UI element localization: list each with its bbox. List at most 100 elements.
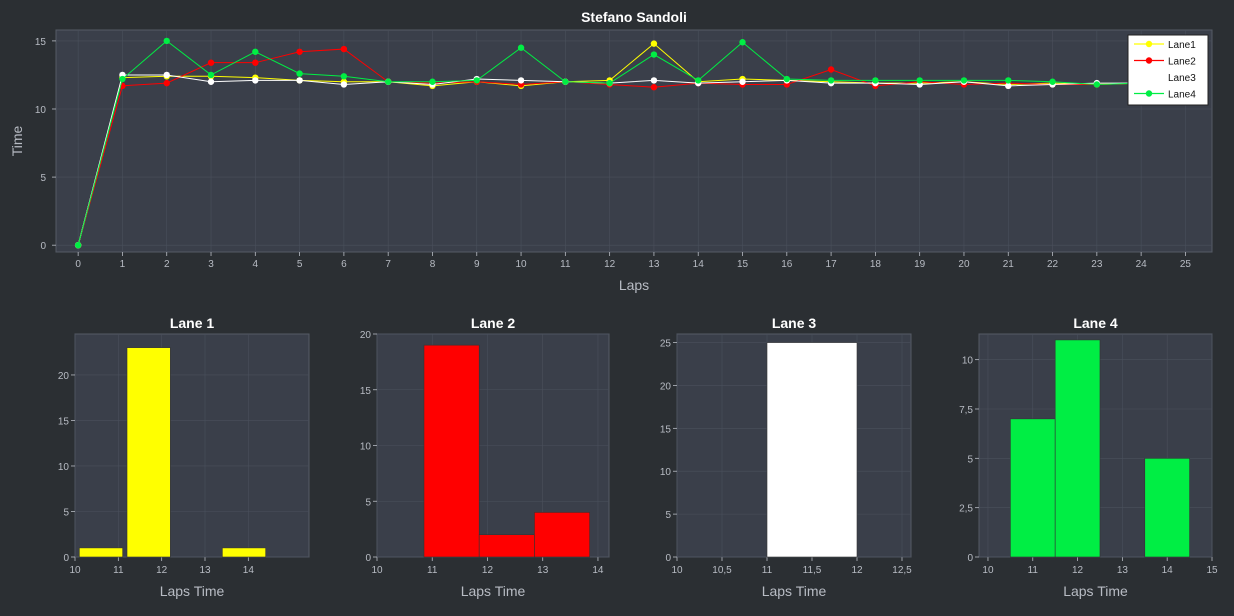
main-chart-title: Stefano Sandoli <box>581 9 687 25</box>
data-point <box>296 70 303 77</box>
x-tick-label: 12 <box>156 565 168 576</box>
data-point <box>1005 77 1012 84</box>
x-tick-label: 21 <box>1003 259 1015 270</box>
x-tick-label: 14 <box>693 259 705 270</box>
x-tick-label: 0 <box>75 259 81 270</box>
legend-label: Lane4 <box>1168 90 1196 101</box>
data-point <box>163 79 170 87</box>
x-tick-label: 18 <box>870 259 882 270</box>
y-tick-label: 0 <box>967 553 973 564</box>
x-tick-label: 12 <box>482 565 494 576</box>
x-tick-label: 13 <box>1117 565 1129 576</box>
x-tick-label: 23 <box>1091 259 1103 270</box>
x-tick-label: 25 <box>1180 259 1192 270</box>
x-tick-label: 20 <box>958 259 970 270</box>
data-point <box>827 77 835 84</box>
data-point <box>1093 81 1101 88</box>
data-point <box>163 37 170 45</box>
x-tick-label: 11 <box>427 565 438 576</box>
y-tick-label: 2,5 <box>959 504 973 515</box>
legend-swatch-marker <box>1145 40 1153 48</box>
y-tick-label: 5 <box>665 510 671 521</box>
x-tick-label: 4 <box>253 259 259 270</box>
x-tick-label: 11 <box>1028 565 1039 576</box>
histogram-bar <box>222 547 266 558</box>
x-tick-label: 22 <box>1047 259 1059 270</box>
x-tick-label: 10,5 <box>712 565 732 576</box>
data-point <box>252 48 259 55</box>
y-tick-label: 5 <box>967 454 973 465</box>
y-tick-label: 20 <box>660 381 672 392</box>
legend-swatch-marker <box>1145 57 1153 64</box>
y-tick-label: 10 <box>35 105 47 116</box>
y-tick-label: 20 <box>58 371 70 382</box>
x-tick-label: 10 <box>69 565 81 576</box>
x-tick-label: 3 <box>208 259 214 270</box>
x-tick-label: 24 <box>1136 259 1148 270</box>
data-point <box>650 40 658 47</box>
data-point <box>1005 82 1012 90</box>
x-tick-label: 12,5 <box>892 565 912 576</box>
histogram-bar <box>1054 339 1101 558</box>
x-tick-label: 12 <box>851 565 863 576</box>
x-tick-label: 11 <box>113 565 124 576</box>
y-tick-label: 15 <box>58 416 70 427</box>
x-tick-label: 14 <box>592 565 604 576</box>
data-point <box>384 78 392 85</box>
data-point <box>340 73 348 80</box>
y-tick-label: 5 <box>40 173 46 184</box>
legend-swatch-marker <box>1145 73 1153 81</box>
data-point <box>916 77 923 84</box>
x-tick-label: 11 <box>762 565 773 576</box>
data-point <box>650 84 658 91</box>
histogram-bar <box>423 344 480 558</box>
data-point <box>340 45 348 53</box>
y-tick-label: 0 <box>40 241 46 252</box>
y-tick-label: 25 <box>660 339 672 350</box>
y-tick-label: 15 <box>660 424 672 435</box>
x-tick-label: 2 <box>164 259 170 270</box>
x-tick-label: 1 <box>120 259 126 270</box>
histogram-title: Lane 3 <box>772 315 817 331</box>
data-point <box>650 77 658 84</box>
x-tick-label: 10 <box>982 565 994 576</box>
x-tick-label: 14 <box>243 565 255 576</box>
data-point <box>783 75 791 83</box>
y-tick-label: 0 <box>63 553 69 564</box>
x-tick-label: 11,5 <box>803 565 822 576</box>
data-point <box>296 77 303 84</box>
histogram-title: Lane 1 <box>170 315 215 331</box>
histogram-x-axis-label: Laps Time <box>160 583 225 599</box>
histogram-x-axis-label: Laps Time <box>461 583 526 599</box>
y-tick-label: 0 <box>365 553 371 564</box>
data-point <box>252 77 259 84</box>
x-tick-label: 9 <box>474 259 480 270</box>
data-point <box>739 78 746 85</box>
data-point <box>340 81 348 88</box>
histogram-bar <box>534 512 590 558</box>
data-point <box>872 77 879 84</box>
data-point <box>296 48 303 55</box>
data-point <box>650 51 658 58</box>
y-tick-label: 10 <box>660 467 672 478</box>
histogram-title: Lane 4 <box>1073 315 1118 331</box>
data-point <box>695 77 702 84</box>
legend-swatch-marker <box>1145 90 1153 97</box>
x-tick-label: 13 <box>199 565 211 576</box>
y-tick-label: 20 <box>360 330 372 341</box>
x-tick-label: 19 <box>914 259 926 270</box>
data-point <box>960 77 968 84</box>
histogram-bar <box>478 534 535 558</box>
x-tick-label: 12 <box>1072 565 1084 576</box>
y-tick-label: 10 <box>962 356 974 367</box>
x-tick-label: 10 <box>515 259 527 270</box>
x-tick-label: 15 <box>1206 565 1218 576</box>
data-point <box>517 77 525 84</box>
x-tick-label: 10 <box>371 565 383 576</box>
legend-label: Lane2 <box>1168 57 1196 68</box>
y-tick-label: 15 <box>35 37 47 48</box>
data-point <box>739 39 746 46</box>
x-tick-label: 6 <box>341 259 347 270</box>
x-axis-label: Laps <box>619 277 649 293</box>
